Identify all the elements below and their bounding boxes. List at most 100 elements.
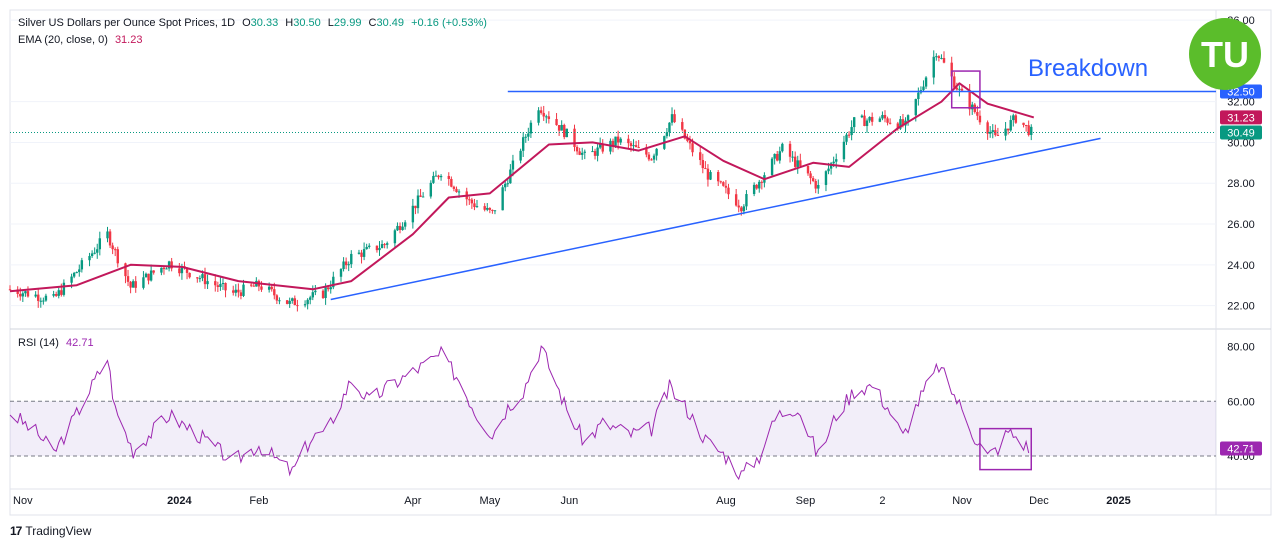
candle-body (565, 128, 569, 138)
candle-body (344, 261, 348, 266)
candle-body (652, 155, 656, 160)
candle-body (303, 304, 307, 306)
candle-body (799, 160, 802, 166)
candle-body (201, 274, 204, 279)
candle-body (578, 151, 581, 155)
candle-body (306, 299, 309, 305)
rsi-tick-label: 60.00 (1227, 396, 1255, 408)
candle-body (914, 99, 917, 116)
time-tick-label: Feb (249, 495, 268, 507)
support-trendline[interactable] (330, 137, 1101, 301)
tradingview-logo-icon: 17 (10, 524, 22, 538)
candle-body (901, 119, 905, 126)
candle-body (752, 184, 756, 195)
candle-body (758, 181, 761, 189)
candle-body (488, 207, 492, 210)
candle-body (1030, 126, 1033, 135)
tradingview-brand[interactable]: 17 TradingView (10, 524, 91, 538)
high-value: 30.50 (293, 17, 321, 29)
candle-body (293, 298, 297, 306)
candle-body (593, 151, 597, 156)
rsi-label[interactable]: RSI (14) (18, 337, 59, 349)
legend-rsi: RSI (14) 42.71 (18, 337, 98, 349)
candle-body (124, 263, 127, 277)
candle-body (19, 293, 22, 297)
close-value: 30.49 (376, 17, 404, 29)
candle-body (16, 289, 19, 294)
candle-body (144, 273, 148, 278)
candle-body (935, 56, 938, 58)
breakdown-box[interactable] (950, 70, 981, 109)
candle-body (591, 151, 594, 153)
candle-body (978, 115, 982, 123)
candle-body (357, 252, 361, 254)
candle-body (521, 137, 525, 151)
candle-body (734, 194, 738, 206)
candle-body (845, 134, 848, 142)
time-axis[interactable]: 36.0032.0030.0028.0026.0024.0022.0080.00… (13, 15, 1255, 507)
candle-body (611, 140, 615, 146)
time-tick-label: Sep (796, 495, 816, 507)
candle-body (170, 261, 173, 269)
candle-body (147, 273, 150, 281)
candle-body (524, 136, 527, 138)
candle-body (160, 267, 163, 273)
candle-body (670, 114, 674, 123)
candle-body (701, 160, 705, 169)
ema-label[interactable]: EMA (20, close, 0) (18, 34, 108, 46)
candle-body (78, 269, 81, 273)
candle-body (960, 88, 964, 91)
candle-body (291, 298, 294, 301)
candle-body (1006, 128, 1010, 131)
candle-body (250, 284, 253, 286)
candle-body (26, 291, 30, 297)
rsi-highlight-box[interactable] (979, 427, 1033, 471)
candle-body (288, 300, 291, 304)
candle-body (634, 145, 638, 148)
candle-body (34, 294, 37, 297)
candle-body (54, 294, 58, 296)
candle-body (62, 282, 66, 295)
candle-body (814, 181, 817, 189)
candle-body (824, 171, 828, 185)
candle-body (21, 293, 25, 297)
candle-body (673, 114, 676, 123)
candle-body (842, 141, 846, 160)
candle-body (470, 199, 474, 204)
candle-body (131, 281, 135, 288)
candle-body (596, 147, 599, 156)
candle-body (165, 268, 168, 270)
candle-body (647, 154, 651, 160)
candle-body (88, 256, 91, 261)
candle-body (329, 287, 332, 290)
rsi-pane[interactable] (9, 345, 1216, 481)
candle-body (722, 182, 725, 186)
ema20-line[interactable] (9, 82, 1035, 293)
rsi-value-label-bg (1220, 441, 1262, 456)
candle-body (950, 62, 953, 77)
candle-body (314, 290, 317, 293)
low-value: 29.99 (333, 17, 362, 29)
candle-body (557, 125, 561, 131)
low-label: L (327, 17, 334, 29)
candle-body (134, 281, 137, 288)
ema-price-label-bg (1220, 110, 1262, 125)
candle-body (188, 272, 191, 278)
rsi-line[interactable] (9, 345, 1030, 481)
candle-body (234, 289, 238, 293)
candle-body (149, 270, 153, 281)
candle-body (1004, 128, 1007, 136)
candle-body (988, 131, 992, 134)
candle-body (619, 138, 622, 143)
candle-body (519, 150, 522, 161)
price-pane[interactable]: Breakdown (8, 19, 1216, 312)
candle-body (452, 186, 456, 189)
candle-body (275, 295, 279, 301)
candle-body (506, 183, 509, 185)
close-label: C (368, 17, 377, 29)
candle-body (899, 119, 902, 129)
symbol-title[interactable]: Silver US Dollars per Ounce Spot Prices,… (18, 17, 236, 29)
candle-body (80, 260, 84, 270)
candle-body (953, 76, 956, 88)
